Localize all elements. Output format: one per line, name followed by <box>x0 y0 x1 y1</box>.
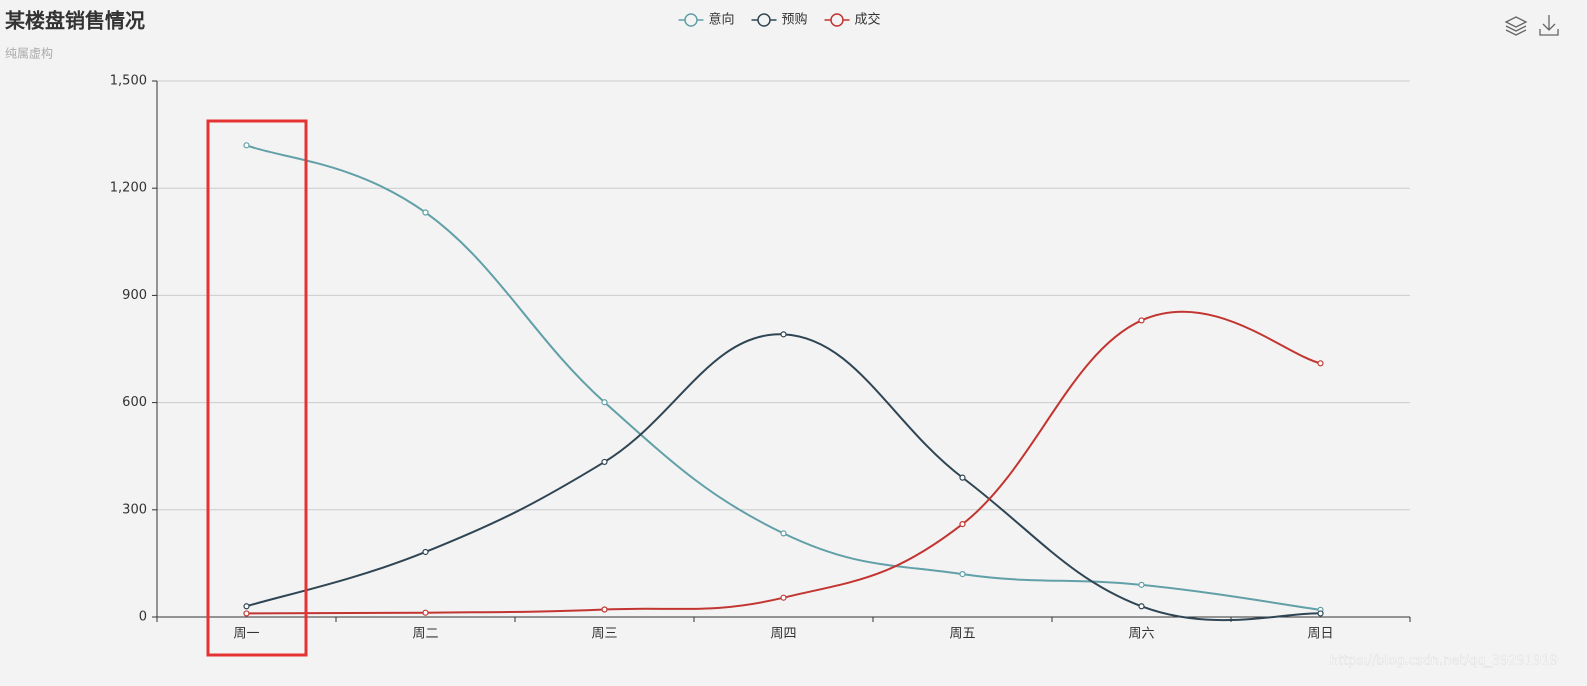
point <box>422 209 429 216</box>
chart-subtitle: 纯属虚构 <box>5 46 53 61</box>
x-tick-label: 周三 <box>591 627 617 642</box>
point <box>422 609 429 616</box>
legend-item[interactable]: 意向 <box>678 12 735 28</box>
toolbox-save[interactable] <box>1539 15 1559 36</box>
point <box>601 399 608 406</box>
point <box>1138 603 1145 610</box>
y-tick-label: 600 <box>122 395 147 410</box>
legend: 意向 预购 成交 <box>678 12 881 28</box>
point <box>243 603 250 610</box>
toolbox[interactable] <box>1504 15 1559 36</box>
legend-symbol <box>684 13 698 27</box>
point <box>243 142 250 149</box>
point <box>1317 360 1324 367</box>
legend-label: 意向 <box>709 12 735 28</box>
point <box>959 571 966 578</box>
y-tick-label: 0 <box>139 610 147 625</box>
point <box>780 331 787 338</box>
toolbox-magic-type[interactable] <box>1504 16 1528 36</box>
y-tick-label: 1,500 <box>110 74 147 89</box>
point <box>601 606 608 613</box>
point <box>1138 581 1145 588</box>
legend-label: 预购 <box>782 12 808 28</box>
legend-item[interactable]: 成交 <box>824 12 881 28</box>
x-tick-label: 周五 <box>949 627 975 642</box>
x-tick-label: 周二 <box>412 627 438 642</box>
x-tick-label: 周六 <box>1128 627 1154 642</box>
y-tick-label: 900 <box>122 288 147 303</box>
x-tick-label: 周四 <box>770 627 796 642</box>
point <box>1317 610 1324 617</box>
point <box>780 530 787 537</box>
y-tick-label: 1,200 <box>110 181 147 196</box>
point <box>422 548 429 556</box>
chart-title: 某楼盘销售情况 <box>5 9 145 33</box>
point <box>780 594 787 601</box>
legend-symbol <box>830 13 844 27</box>
legend-symbol <box>757 13 771 27</box>
point <box>959 520 966 528</box>
point <box>601 458 608 466</box>
point <box>959 474 966 481</box>
x-tick-label: 周日 <box>1307 627 1333 642</box>
point <box>243 610 250 617</box>
highlight-box <box>206 119 308 657</box>
watermark: https://blog.csdn.net/qq_39291919 <box>1330 654 1558 669</box>
legend-item[interactable]: 预购 <box>751 12 808 28</box>
legend-label: 成交 <box>855 12 881 28</box>
y-tick-label: 300 <box>122 502 147 517</box>
x-tick-label: 周一 <box>233 627 259 642</box>
point <box>1138 317 1145 324</box>
